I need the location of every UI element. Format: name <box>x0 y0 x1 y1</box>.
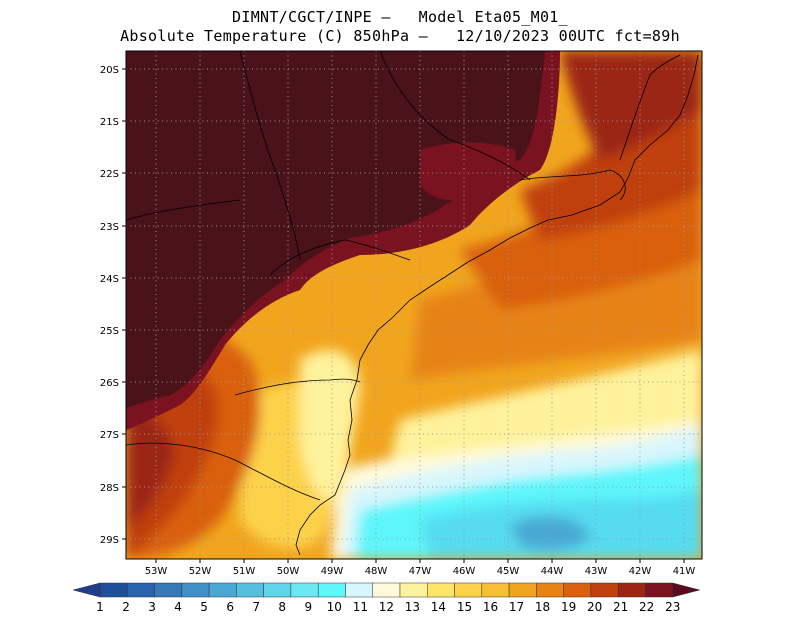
colorbar-swatch <box>508 582 537 598</box>
colorbar-label: 8 <box>278 600 286 614</box>
lon-label: 47W <box>409 566 432 577</box>
lat-label: 27S <box>100 430 119 441</box>
colorbar-label: 1 <box>96 600 104 614</box>
colorbar-swatch <box>645 582 673 598</box>
lon-label: 42W <box>629 566 652 577</box>
map-frame <box>125 50 703 560</box>
lon-label: 48W <box>365 566 388 577</box>
colorbar-label: 2 <box>122 600 130 614</box>
colorbar-swatch <box>263 582 292 598</box>
colorbar-label: 9 <box>304 600 312 614</box>
lat-label: 28S <box>100 483 119 494</box>
colorbar-label: 15 <box>457 600 472 614</box>
lat-label: 20S <box>100 65 119 76</box>
colorbar-label: 3 <box>148 600 156 614</box>
colorbar: 1 2 3 4 5 6 7 8 9 10 11 12 13 14 15 16 17 18 19 20 21 22 23 <box>72 582 701 614</box>
colorbar-swatch <box>154 582 183 598</box>
chart-title: DIMNT/CGCT/INPE – Model Eta05_M01_ <box>232 8 568 26</box>
colorbar-label: 6 <box>226 600 234 614</box>
colorbar-label: 23 <box>665 600 680 614</box>
colorbar-label: 5 <box>200 600 208 614</box>
lat-label: 24S <box>100 274 119 285</box>
lon-label: 45W <box>497 566 520 577</box>
state-border-ms-sp <box>239 51 301 261</box>
grid-lines <box>126 51 702 559</box>
colorbar-swatch <box>454 582 483 598</box>
state-border-es <box>619 54 681 161</box>
colorbar-max-arrow <box>672 582 701 598</box>
colorbar-swatch <box>563 582 592 598</box>
lon-label: 46W <box>453 566 476 577</box>
colorbar-swatch <box>399 582 428 598</box>
lat-label: 25S <box>100 326 119 337</box>
coastline-borders <box>126 51 699 556</box>
lat-label: 29S <box>100 535 119 546</box>
colorbar-label: 21 <box>613 600 628 614</box>
colorbar-label: 20 <box>587 600 602 614</box>
coastline <box>295 54 699 556</box>
colorbar-swatch <box>290 582 319 598</box>
axis-ticks <box>122 68 685 563</box>
colorbar-label: 19 <box>561 600 576 614</box>
lon-label: 44W <box>541 566 564 577</box>
colorbar-label: 17 <box>509 600 524 614</box>
state-border-misc <box>126 199 241 221</box>
lon-label: 49W <box>321 566 344 577</box>
colorbar-label: 4 <box>174 600 182 614</box>
lon-label: 51W <box>233 566 256 577</box>
lon-labels: 53W 52W 51W 50W 49W 48W 47W 46W 45W 44W … <box>145 566 696 577</box>
lon-label: 50W <box>277 566 300 577</box>
state-border-sc-rs <box>126 442 321 501</box>
colorbar-label: 18 <box>535 600 550 614</box>
state-border-pr-sc <box>234 378 361 396</box>
colorbar-swatch <box>317 582 346 598</box>
colorbar-swatch <box>181 582 210 598</box>
colorbar-label: 13 <box>405 600 420 614</box>
colorbar-swatch <box>99 582 128 598</box>
colorbar-swatch <box>127 582 155 598</box>
state-border-mg-rj <box>519 169 626 201</box>
colorbar-label: 11 <box>353 600 368 614</box>
lon-label: 52W <box>189 566 212 577</box>
lat-labels: 20S 21S 22S 23S 24S 25S 26S 27S 28S 29S <box>100 65 119 546</box>
lat-label: 26S <box>100 378 119 389</box>
colorbar-swatch <box>208 582 237 598</box>
colorbar-label: 22 <box>639 600 654 614</box>
colorbar-label: 10 <box>327 600 342 614</box>
lon-label: 41W <box>673 566 696 577</box>
colorbar-swatch <box>236 582 264 598</box>
colorbar-swatch <box>617 582 646 598</box>
temperature-field <box>126 51 702 559</box>
colorbar-label: 12 <box>379 600 394 614</box>
lon-label: 53W <box>145 566 168 577</box>
colorbar-label: 14 <box>431 600 446 614</box>
colorbar-swatch <box>536 582 564 598</box>
colorbar-swatch <box>345 582 373 598</box>
state-border-mg-sp <box>379 51 531 181</box>
colorbar-min-arrow <box>72 582 101 598</box>
lat-label: 21S <box>100 117 119 128</box>
lat-label: 23S <box>100 222 119 233</box>
chart-subtitle: Absolute Temperature (C) 850hPa – 12/10/… <box>120 27 680 45</box>
colorbar-swatch <box>481 582 510 598</box>
colorbar-swatch <box>590 582 619 598</box>
colorbar-label: 16 <box>483 600 498 614</box>
colorbar-swatch <box>427 582 455 598</box>
colorbar-label: 7 <box>252 600 260 614</box>
colorbar-swatch <box>372 582 401 598</box>
state-border-sp-pr <box>269 239 411 276</box>
lat-label: 22S <box>100 169 119 180</box>
lon-label: 43W <box>585 566 608 577</box>
